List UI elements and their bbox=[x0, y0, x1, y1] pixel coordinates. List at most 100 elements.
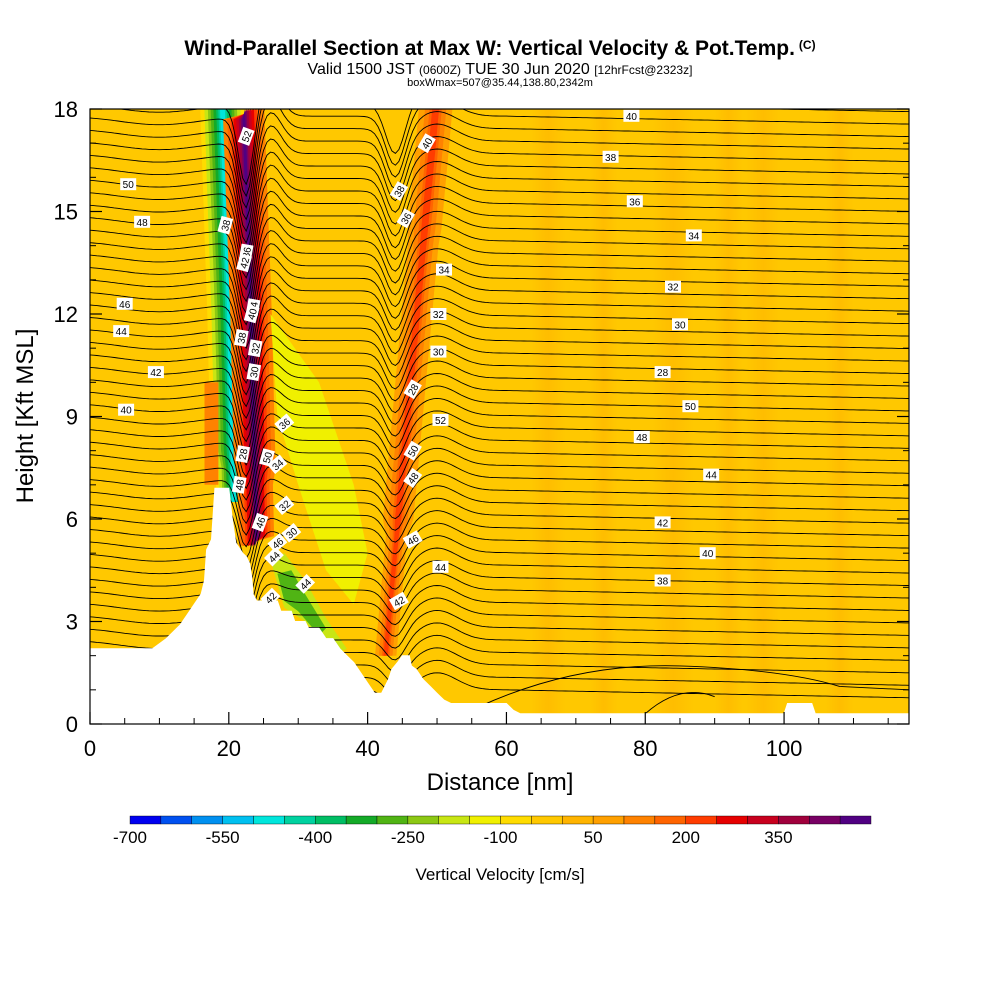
contour-label: 40 bbox=[118, 403, 135, 417]
contour-label-bg bbox=[120, 178, 137, 191]
theta-contour bbox=[90, 256, 909, 349]
x-tick-label: 60 bbox=[494, 736, 518, 761]
theta-contour bbox=[90, 373, 909, 455]
contour-label-bg bbox=[147, 366, 164, 379]
contour-label-text: 50 bbox=[123, 180, 135, 191]
contour-label-bg bbox=[234, 328, 249, 347]
contour-label-text: 38 bbox=[236, 331, 249, 344]
contour-label-bg bbox=[417, 133, 436, 154]
contour-label: 40 bbox=[623, 109, 640, 123]
colorbar-swatch bbox=[685, 815, 717, 825]
theta-contour bbox=[90, 243, 909, 338]
contour-label-bg bbox=[654, 366, 671, 379]
x-tick-label: 20 bbox=[217, 736, 241, 761]
contour-label: 36 bbox=[626, 195, 643, 208]
colorbar-swatch bbox=[253, 815, 285, 825]
contour-label-bg bbox=[236, 253, 252, 273]
contour-label-text: 32 bbox=[250, 342, 263, 355]
contour-label-bg bbox=[654, 574, 671, 587]
contour-label-bg bbox=[672, 318, 688, 331]
theta-contour bbox=[90, 282, 909, 373]
contour-label-text: 28 bbox=[406, 382, 421, 398]
contour-label-bg bbox=[116, 297, 133, 310]
vv-band bbox=[714, 109, 743, 724]
colorbar-tick-label: -700 bbox=[113, 828, 147, 847]
chart-subtitle: Valid 1500 JST (0600Z) TUE 30 Jun 2020 [… bbox=[0, 61, 1000, 79]
contour-label-bg bbox=[267, 533, 288, 553]
theta-contour bbox=[90, 109, 909, 198]
contour-label-text: 38 bbox=[220, 218, 234, 232]
contour-label-text: 40 bbox=[420, 136, 435, 152]
terrain-profile bbox=[90, 487, 909, 724]
contour-label-bg bbox=[113, 325, 130, 338]
contour-label: 38 bbox=[602, 150, 619, 164]
theta-contour bbox=[644, 692, 715, 715]
copyright-mark: (C) bbox=[798, 38, 816, 52]
valid-z: (0600Z) bbox=[419, 63, 462, 77]
contour-label-bg bbox=[430, 345, 447, 358]
contour-label: 48 bbox=[231, 475, 247, 494]
vv-band bbox=[745, 109, 781, 724]
colorbar-swatch bbox=[500, 815, 532, 825]
colorbar-swatch bbox=[592, 815, 625, 825]
contour-label: 30 bbox=[430, 345, 447, 359]
contour-label-text: 44 bbox=[706, 471, 718, 482]
colorbar-swatch bbox=[531, 815, 563, 825]
theta-contour bbox=[90, 422, 909, 501]
contour-label: 30 bbox=[672, 318, 688, 331]
contour-label: 32 bbox=[430, 308, 447, 321]
y-tick-label: 6 bbox=[66, 507, 78, 532]
contour-label: 34 bbox=[685, 229, 702, 242]
theta-contour bbox=[90, 112, 909, 221]
contour-label: 46 bbox=[116, 297, 133, 311]
contour-label-text: 42 bbox=[392, 595, 408, 610]
contour-label-text: 44 bbox=[116, 327, 128, 338]
contour-label-bg bbox=[602, 150, 619, 163]
theta-contour bbox=[90, 347, 909, 431]
contour-label: 28 bbox=[403, 379, 422, 400]
contour-label-text: 40 bbox=[702, 549, 714, 560]
colorbar-swatch bbox=[345, 815, 378, 825]
box-info: boxWmax=507@35.44,138.80,2342m bbox=[407, 77, 593, 89]
theta-contour bbox=[90, 295, 909, 384]
contour-label-bg bbox=[403, 379, 422, 400]
y-tick-label: 12 bbox=[54, 302, 78, 327]
contour-label-text: 42 bbox=[239, 256, 253, 270]
contour-label-bg bbox=[403, 468, 423, 488]
theta-contour bbox=[90, 447, 909, 525]
contour-label-text: 36 bbox=[629, 197, 641, 208]
colorbar-swatch bbox=[562, 815, 594, 825]
colorbar-swatch bbox=[284, 815, 316, 825]
contour-label-text: 42 bbox=[150, 368, 162, 379]
contour-label-text: 34 bbox=[438, 266, 450, 277]
valid-prefix: Valid 1500 JST bbox=[307, 61, 415, 78]
contour-label: 28 bbox=[235, 445, 251, 464]
contour-label-bg bbox=[699, 547, 716, 560]
colorbar-tick-label: -100 bbox=[483, 828, 517, 847]
contour-label: 28 bbox=[654, 366, 671, 379]
colorbar-swatch bbox=[747, 815, 779, 825]
colorbar-swatch bbox=[778, 815, 810, 825]
contour-label-bg bbox=[134, 215, 151, 228]
contour-label-text: 38 bbox=[605, 153, 617, 164]
colorbar-swatch bbox=[191, 815, 223, 825]
valid-date: TUE 30 Jun 2020 bbox=[465, 61, 590, 78]
x-tick-label: 80 bbox=[633, 736, 657, 761]
contour-label: 48 bbox=[633, 431, 650, 444]
colorbar: -700 -550 -400 -250 -100 50 200 350 bbox=[113, 815, 872, 847]
contour-label-bg bbox=[432, 413, 449, 426]
contour-label: 52 bbox=[237, 126, 255, 146]
contour-label-text: 38 bbox=[657, 577, 669, 588]
contour-label-text: 40 bbox=[121, 406, 133, 417]
contour-label-text: 34 bbox=[688, 231, 700, 242]
y-tick-label: 0 bbox=[66, 712, 78, 737]
theta-contour bbox=[90, 269, 909, 361]
contour-label-bg bbox=[703, 468, 720, 481]
contour-label-bg bbox=[389, 181, 409, 201]
contour-label-text: 28 bbox=[238, 447, 251, 460]
contour-label-text: 44 bbox=[435, 563, 447, 574]
contour-label: 36 bbox=[396, 208, 415, 229]
theta-contour bbox=[90, 321, 909, 408]
contour-label: 38 bbox=[389, 181, 409, 201]
